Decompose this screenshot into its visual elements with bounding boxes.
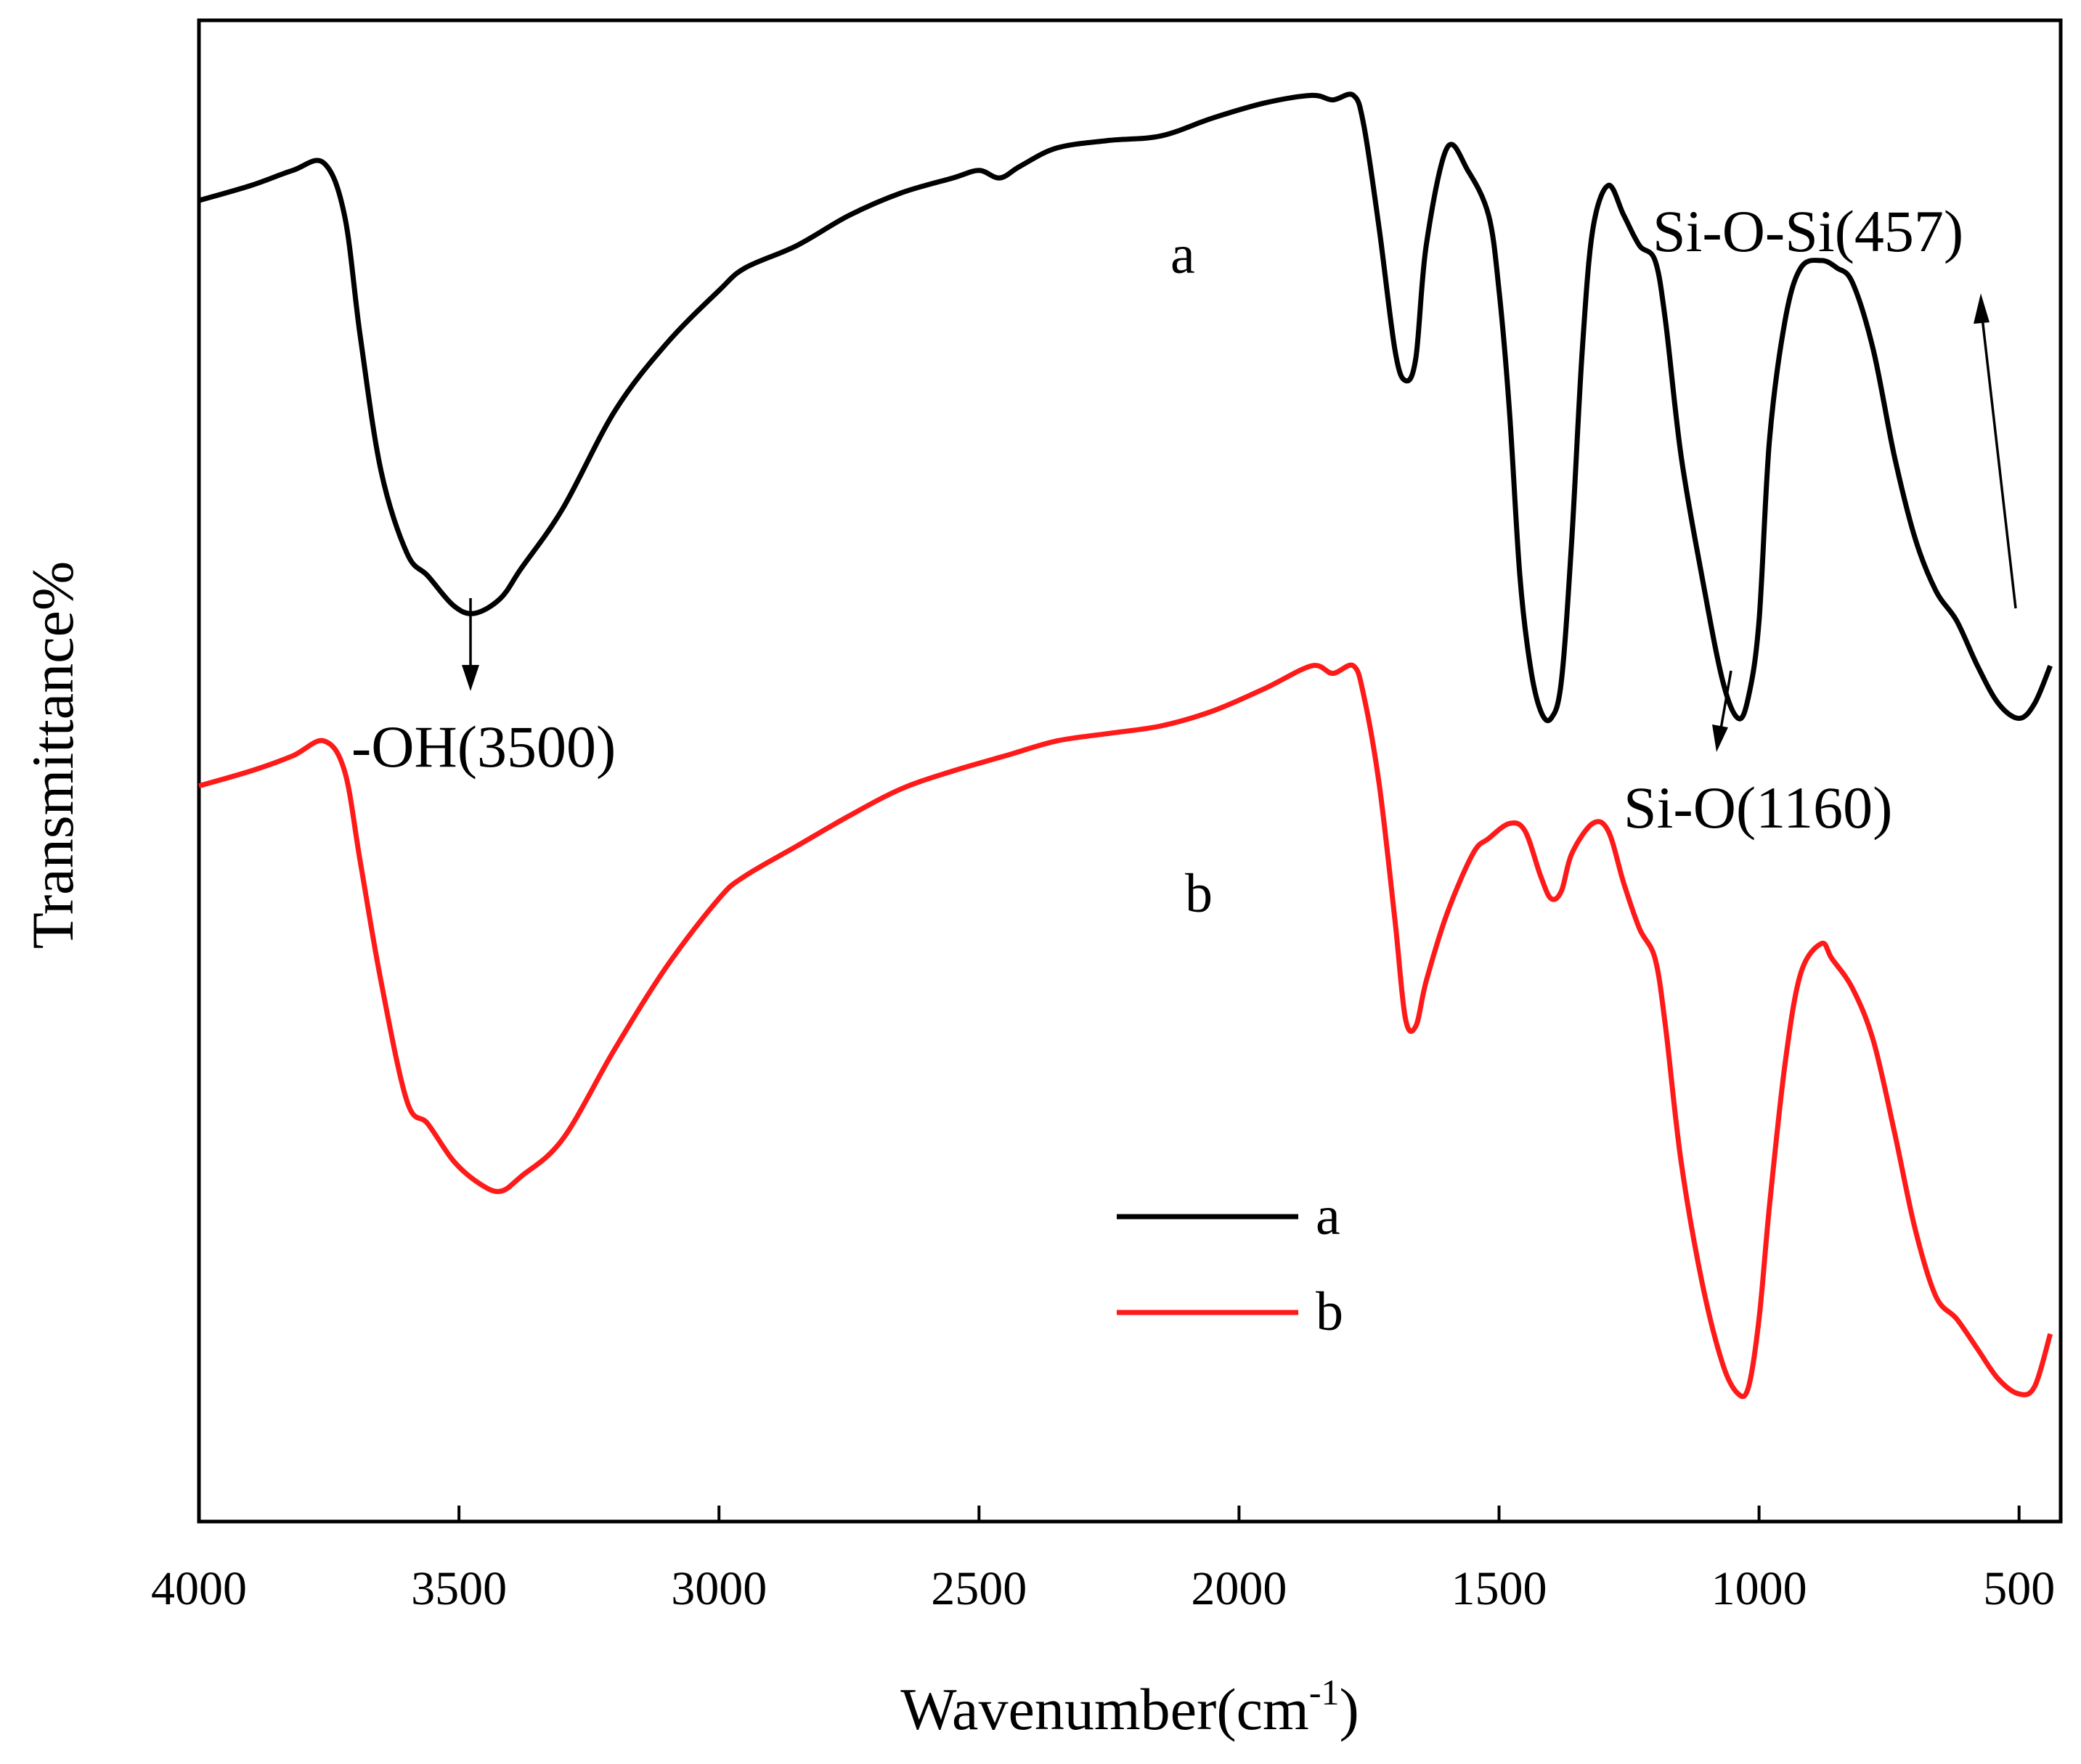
- x-tick-label-1000: 1000: [1711, 1562, 1807, 1615]
- annotation-arrows: [462, 293, 2017, 752]
- curve-label-a: a: [1170, 224, 1195, 285]
- x-axis-tick-labels: 4000 3500 3000 2500 2000 1500 1000 500: [151, 1562, 2055, 1615]
- series-line-a: [198, 91, 2053, 724]
- annotation-si-o: Si-O(1160): [1624, 775, 1892, 841]
- annotation-si-o-si: Si-O-Si(457): [1653, 198, 1963, 264]
- x-axis-title-close: ): [1339, 1676, 1359, 1742]
- arrowhead-si-o-si: [1974, 293, 1990, 324]
- series-lines: [198, 91, 2053, 1400]
- legend-label-b: b: [1316, 1281, 1343, 1342]
- arrowhead-si-o: [1712, 724, 1728, 752]
- x-axis-title: Wavenumber(cm-1): [900, 1672, 1359, 1742]
- series-line-b: [198, 662, 2053, 1400]
- x-axis-title-main: Wavenumber(cm: [900, 1676, 1309, 1742]
- arrowhead-oh: [462, 665, 479, 691]
- x-tick-label-3500: 3500: [411, 1562, 507, 1615]
- x-tick-label-3000: 3000: [671, 1562, 767, 1615]
- x-axis-title-sup: -1: [1309, 1672, 1340, 1712]
- x-tick-label-2500: 2500: [931, 1562, 1027, 1615]
- x-tick-label-1500: 1500: [1451, 1562, 1547, 1615]
- y-axis-title: Transmittance%: [20, 561, 86, 949]
- x-tick-label-500: 500: [1983, 1562, 2055, 1615]
- x-tick-label-2000: 2000: [1191, 1562, 1287, 1615]
- arrow-si-o: [1719, 670, 1732, 730]
- x-axis-ticks: [197, 1506, 2021, 1522]
- legend-label-a: a: [1316, 1185, 1340, 1246]
- x-tick-label-4000: 4000: [151, 1562, 247, 1615]
- plot-frame: [197, 18, 2063, 1524]
- annotation-oh: -OH(3500): [351, 714, 616, 780]
- legend: a b: [1117, 1185, 1343, 1342]
- arrow-si-o-si: [1981, 317, 2017, 609]
- curve-label-b: b: [1185, 863, 1213, 924]
